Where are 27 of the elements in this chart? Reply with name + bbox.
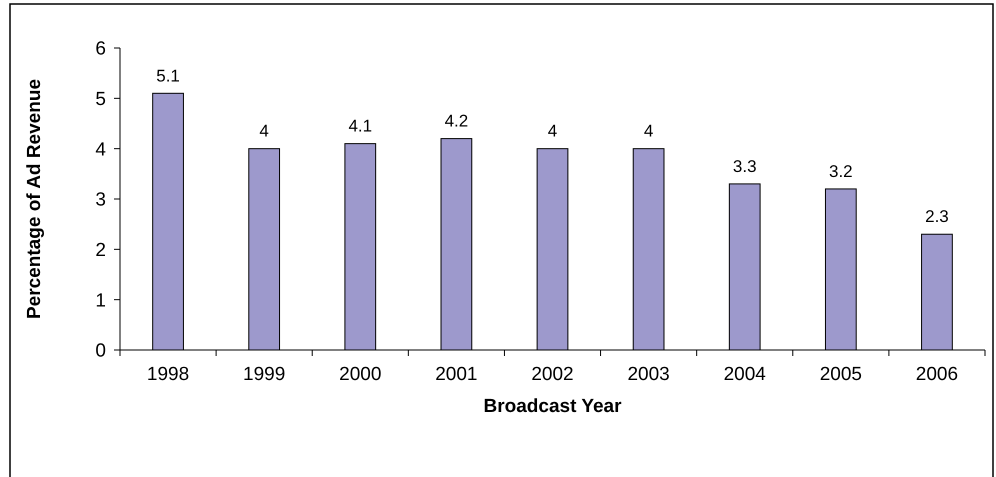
y-tick-label: 4 (95, 139, 106, 160)
data-label: 4.1 (348, 116, 372, 136)
data-label: 4 (259, 122, 269, 141)
y-tick-label: 3 (95, 190, 106, 211)
y-tick-label: 2 (95, 240, 106, 261)
y-tick-label: 1 (95, 290, 106, 312)
data-label: 5.1 (156, 66, 180, 86)
x-tick-label: 2004 (724, 364, 766, 385)
y-tick-label: 6 (95, 38, 106, 60)
x-axis-title: Broadcast Year (483, 396, 622, 417)
data-label: 4.2 (444, 112, 468, 131)
y-tick-label: 0 (95, 340, 106, 362)
x-tick-label: 2005 (820, 364, 862, 385)
data-label: 3.2 (829, 162, 853, 181)
y-axis-title: Percentage of Ad Revenue (24, 78, 45, 320)
x-tick-label: 2003 (627, 364, 670, 385)
x-tick-label: 2001 (435, 364, 478, 385)
y-tick-label: 5 (95, 88, 106, 110)
x-tick-label: 2002 (531, 364, 574, 385)
x-tick-label: 1998 (146, 364, 190, 385)
data-label: 4 (548, 122, 558, 141)
x-tick-label: 2000 (339, 364, 382, 385)
data-label: 3.3 (732, 156, 757, 176)
data-label: 2.3 (925, 207, 949, 226)
data-label: 4 (644, 122, 654, 141)
x-tick-label: 1999 (243, 364, 286, 385)
x-tick-label: 2006 (916, 364, 958, 385)
